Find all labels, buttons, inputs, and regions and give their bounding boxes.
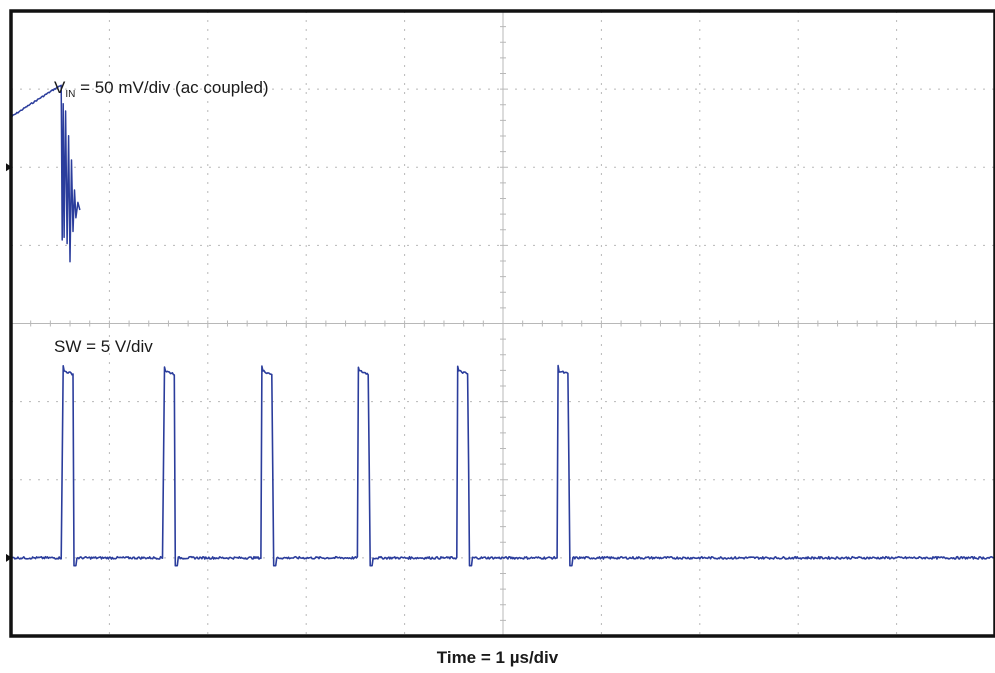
vin-ground-marker-icon [6, 163, 12, 172]
vin-channel-label: VIN = 50 mV/div (ac coupled) [54, 78, 269, 100]
grid [10, 10, 995, 637]
sw-ground-marker-icon [6, 553, 12, 562]
sw-channel-label: SW = 5 V/div [54, 337, 153, 356]
vin-trace [10, 84, 81, 263]
scope-frame [9, 9, 995, 638]
x-axis-label: Time = 1 µs/div [436, 648, 559, 667]
sw-trace [10, 364, 995, 567]
vin-label-subscript: IN [65, 89, 75, 100]
